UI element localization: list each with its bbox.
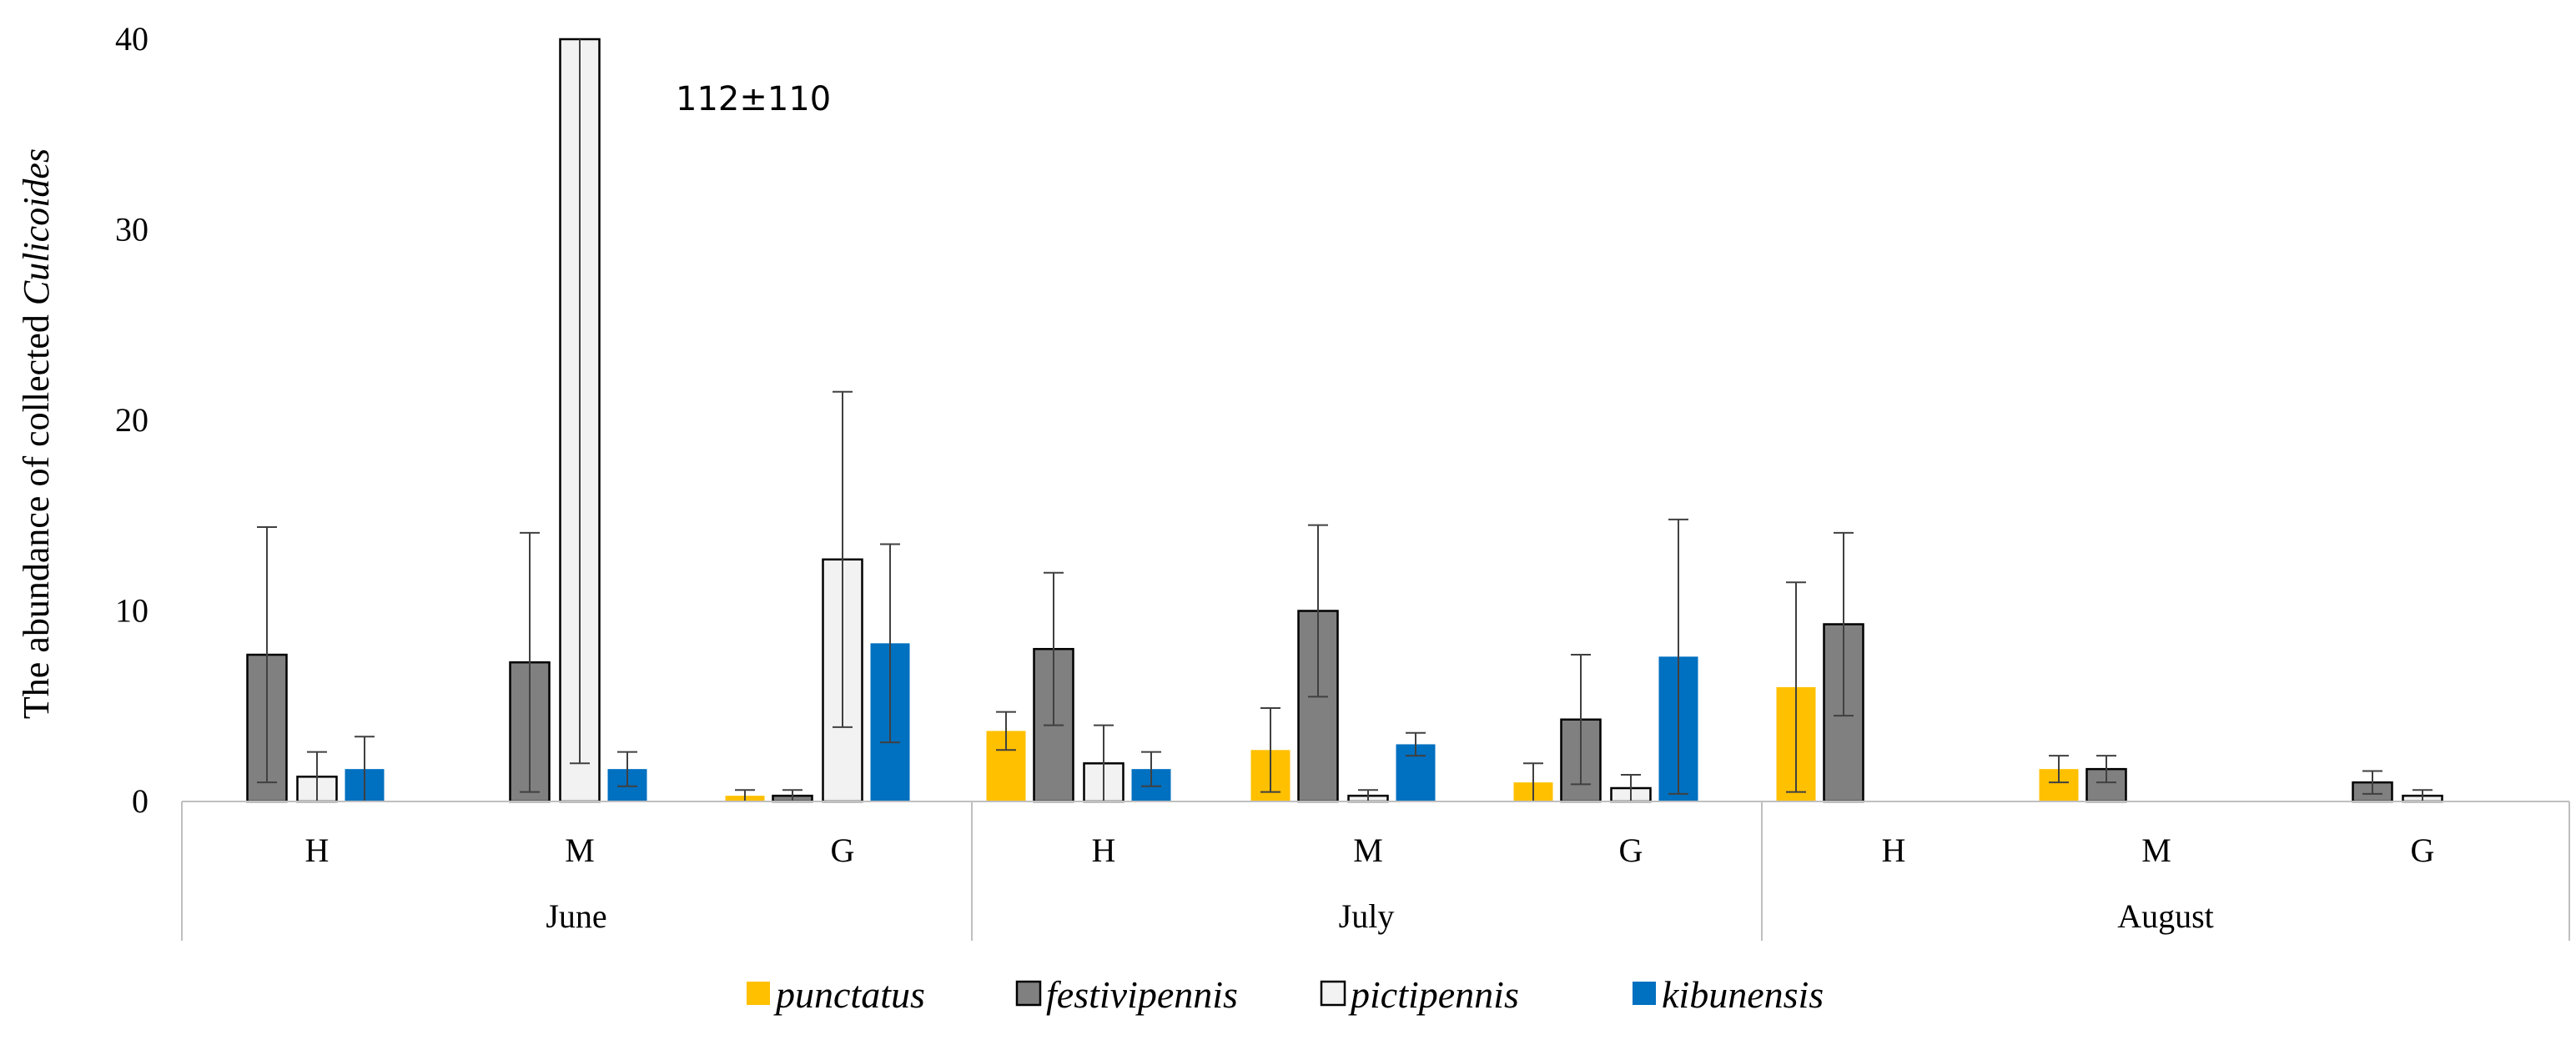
legend-item-festivipennis: festivipennis	[1015, 973, 1238, 1016]
error-bar-pictipennis	[570, 39, 590, 765]
x-tick-label-site: M	[1353, 831, 1383, 869]
x-tick-label-site: H	[305, 831, 330, 869]
x-tick-label-site: M	[2141, 831, 2171, 869]
y-tick-label: 40	[115, 20, 148, 58]
y-tick-label: 30	[115, 211, 148, 249]
error-bar-punctatus	[2049, 755, 2069, 784]
legend-item-kibunensis: kibunensis	[1633, 973, 1824, 1016]
x-tick-label-site: H	[1092, 831, 1116, 869]
legend: punctatus festivipennis pictipennis kibunen…	[747, 973, 1824, 1016]
outlier-annotation: 112±110	[676, 80, 831, 118]
error-bar-punctatus	[1786, 581, 1806, 793]
legend-swatch	[1633, 982, 1656, 1005]
error-bar-kibunensis	[617, 751, 637, 787]
error-bar-festivipennis	[1044, 571, 1064, 726]
y-axis: 0 10 20 30 40	[115, 20, 148, 820]
x-tick-label-site: H	[1882, 831, 1906, 869]
error-bar-festivipennis	[257, 525, 277, 784]
legend-swatch	[1320, 980, 1346, 1007]
error-bar-festivipennis	[1571, 654, 1591, 786]
legend-label: kibunensis	[1662, 973, 1824, 1016]
error-bar-kibunensis	[880, 543, 900, 744]
error-bar-festivipennis	[520, 531, 540, 793]
error-bar-kibunensis	[1668, 518, 1688, 795]
legend-swatch	[1015, 980, 1042, 1007]
x-tick-label-site: M	[565, 831, 595, 869]
x-tick-label-site: G	[831, 831, 855, 869]
x-axis: H M G H M G H M G June July August	[181, 801, 2570, 941]
error-bar-festivipennis	[2362, 770, 2382, 795]
x-tick-label-site: G	[1619, 831, 1643, 869]
error-bar-festivipennis	[1834, 531, 1854, 717]
legend-swatch	[747, 982, 770, 1005]
error-bar-kibunensis	[1141, 751, 1161, 787]
y-tick-label: 10	[115, 592, 148, 630]
legend-item-punctatus: punctatus	[747, 973, 925, 1016]
x-tick-label-site: G	[2411, 831, 2435, 869]
x-tick-label-month: July	[1339, 897, 1395, 935]
y-axis-label: The abundance of collected Culicoides	[16, 148, 57, 719]
legend-label: punctatus	[773, 973, 925, 1016]
error-bar-pictipennis	[833, 390, 853, 728]
legend-label: festivipennis	[1046, 973, 1238, 1016]
x-tick-label-month: August	[2117, 897, 2214, 935]
y-tick-label: 0	[132, 782, 148, 820]
legend-label: pictipennis	[1348, 973, 1519, 1016]
bars-layer	[246, 38, 2443, 803]
error-bar-punctatus	[996, 711, 1016, 751]
error-bar-punctatus	[1260, 707, 1280, 793]
y-tick-label: 20	[115, 401, 148, 439]
legend-item-pictipennis: pictipennis	[1320, 973, 1519, 1016]
error-bar-festivipennis	[1308, 524, 1328, 698]
error-bar-kibunensis	[1406, 731, 1426, 757]
error-bar-festivipennis	[2096, 755, 2116, 784]
x-tick-label-month: June	[546, 897, 606, 935]
